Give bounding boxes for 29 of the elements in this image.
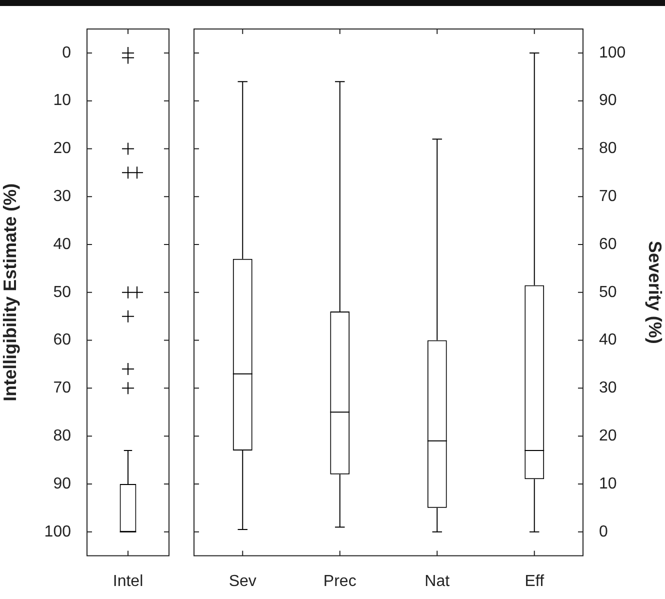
y-tick-label: 50: [53, 284, 72, 301]
y2-tick-label: 50: [599, 284, 617, 301]
y2-tick-label: 60: [599, 236, 617, 253]
y-tick-label: 60: [53, 332, 72, 349]
y2-tick-label: 90: [599, 92, 617, 110]
x-tick-label: Eff: [524, 572, 545, 590]
y-tick-label: 20: [53, 140, 72, 158]
y-tick-label: 0: [62, 44, 72, 62]
y2-axis-title: Severity (%): [645, 240, 665, 344]
y-tick-label: 100: [44, 523, 72, 540]
x-tick-label: Intel: [112, 572, 144, 590]
y-tick-label: 10: [53, 92, 72, 110]
x-tick-label: Prec: [323, 572, 356, 590]
y2-tick-label: 20: [599, 427, 617, 444]
x-tick-label: Sev: [228, 572, 256, 590]
y2-tick-label: 70: [599, 188, 617, 206]
y2-tick-label: 0: [599, 523, 608, 540]
y2-tick-label: 80: [599, 140, 617, 158]
y2-tick-label: 100: [599, 44, 626, 62]
y-tick-label: 90: [53, 475, 72, 492]
y-tick-label: 80: [53, 427, 72, 444]
y2-tick-label: 30: [599, 380, 617, 397]
x-tick-label: Nat: [424, 572, 450, 590]
y-axis-title: Intelligibility Estimate (%): [0, 183, 20, 402]
y2-tick-label: 40: [599, 332, 617, 349]
y2-tick-label: 10: [599, 475, 617, 492]
y-tick-label: 40: [53, 236, 72, 253]
y-tick-label: 70: [53, 380, 72, 397]
y-tick-label: 30: [53, 188, 72, 206]
